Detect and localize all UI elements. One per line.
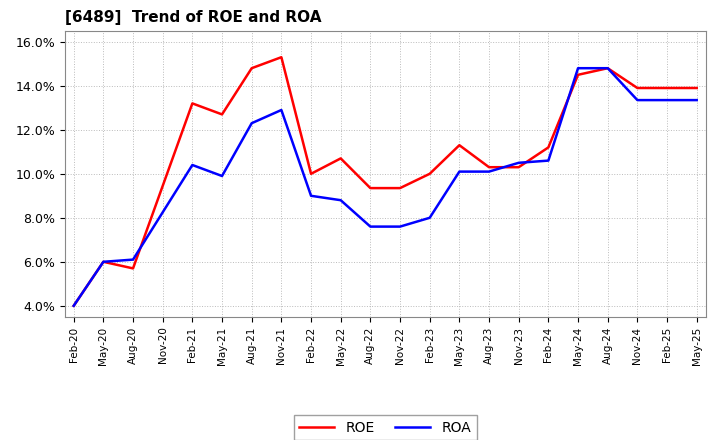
ROE (544, 145, 553, 150)
ROE (514, 165, 523, 170)
ROE (603, 66, 612, 71)
ROA (574, 66, 582, 71)
Text: [6489]  Trend of ROE and ROA: [6489] Trend of ROE and ROA (65, 11, 321, 26)
ROA (129, 257, 138, 262)
ROE (277, 55, 286, 60)
ROA (188, 162, 197, 168)
ROA (603, 66, 612, 71)
ROA (69, 303, 78, 308)
Legend: ROE, ROA: ROE, ROA (294, 415, 477, 440)
ROE (336, 156, 345, 161)
ROA (307, 193, 315, 198)
Line: ROE: ROE (73, 57, 697, 306)
ROA (514, 160, 523, 165)
ROA (426, 215, 434, 220)
ROE (693, 85, 701, 91)
ROE (188, 101, 197, 106)
ROA (336, 198, 345, 203)
ROE (633, 85, 642, 91)
ROA (99, 259, 108, 264)
ROE (248, 66, 256, 71)
ROA (633, 97, 642, 103)
ROA (277, 107, 286, 113)
ROA (485, 169, 493, 174)
ROE (307, 171, 315, 176)
ROE (69, 303, 78, 308)
ROE (396, 186, 405, 191)
ROA (217, 173, 226, 179)
Line: ROA: ROA (73, 68, 697, 306)
ROA (366, 224, 374, 229)
ROE (99, 259, 108, 264)
ROA (662, 97, 671, 103)
ROE (129, 266, 138, 271)
ROA (693, 97, 701, 103)
ROE (426, 171, 434, 176)
ROE (455, 143, 464, 148)
ROA (396, 224, 405, 229)
ROE (217, 112, 226, 117)
ROE (366, 186, 374, 191)
ROE (662, 85, 671, 91)
ROE (574, 72, 582, 77)
ROA (455, 169, 464, 174)
ROA (544, 158, 553, 163)
ROE (485, 165, 493, 170)
ROA (248, 121, 256, 126)
